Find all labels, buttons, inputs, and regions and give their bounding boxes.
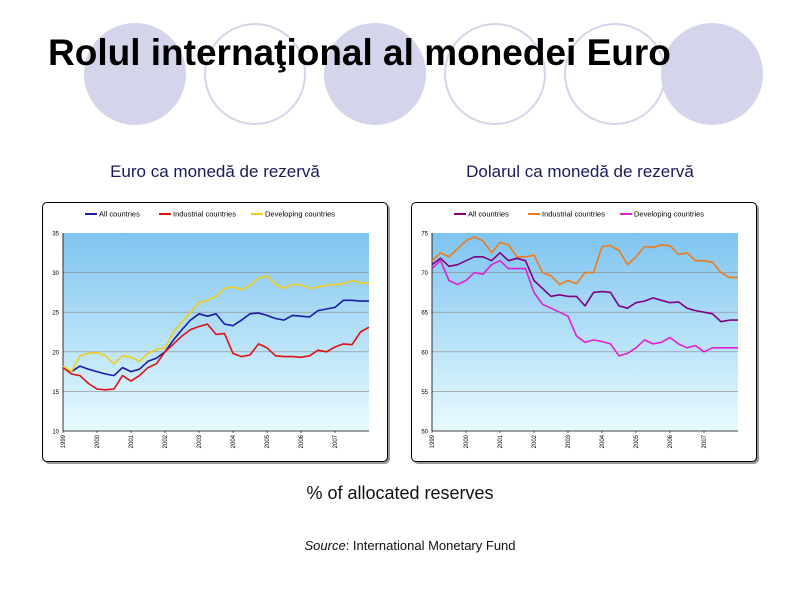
series-line-all-countries	[62, 299, 369, 377]
legend-label: Developing countries	[634, 210, 704, 219]
x-tick-label: 2005	[265, 434, 271, 448]
x-tick-label: 2007	[333, 434, 339, 448]
x-tick-label: 2005	[634, 434, 640, 448]
x-tick-label: 2007	[702, 434, 708, 448]
decor-circle	[324, 23, 426, 125]
y-tick-label: 55	[421, 390, 428, 396]
y-tick-label: 30	[52, 271, 59, 277]
decor-circle	[444, 23, 546, 125]
legend-label: All countries	[468, 210, 509, 219]
x-tick-label: 2002	[163, 434, 169, 448]
x-tick-label: 2004	[600, 434, 606, 448]
x-tick-label: 2003	[197, 434, 203, 448]
chart-title-dollar: Dolarul ca monedă de rezervă	[466, 162, 694, 181]
reserves-caption: % of allocated reserves	[306, 483, 494, 503]
x-tick-label: 2001	[129, 434, 135, 448]
y-tick-label: 50	[421, 430, 428, 436]
y-tick-label: 70	[421, 271, 428, 277]
x-tick-label: 2000	[95, 434, 101, 448]
chart-panel-euro: 10 15 20 25 30 35 1999 2000 2001 2002 2003 2004 2005…	[42, 202, 388, 462]
background-circles-decoration	[84, 23, 763, 125]
series-line-developing-countries	[431, 259, 738, 357]
plot-area	[432, 233, 738, 431]
series-line-all-countries	[431, 251, 738, 323]
y-tick-label: 20	[52, 350, 59, 356]
series-line-industrial-countries	[62, 323, 370, 391]
legend-label: Developing countries	[265, 210, 335, 219]
x-tick-label: 2001	[498, 434, 504, 448]
source-note: Source: International Monetary Fund	[0, 538, 800, 553]
x-tick-label: 2006	[299, 434, 305, 448]
slide-title: Rolul internaţional al monedei Euro	[48, 32, 671, 73]
decor-circle	[84, 23, 186, 125]
y-tick-label: 75	[421, 232, 428, 238]
y-tick-label: 60	[421, 350, 428, 356]
x-tick-label: 2006	[668, 434, 674, 448]
y-tick-label: 35	[52, 232, 59, 238]
decor-circle	[204, 23, 306, 125]
source-label: Source	[304, 538, 346, 553]
y-tick-label: 25	[52, 311, 59, 317]
x-tick-label: 1999	[430, 434, 436, 448]
x-tick-label: 2000	[464, 434, 470, 448]
x-tick-label: 2002	[532, 434, 538, 448]
plot-area	[63, 233, 369, 431]
x-tick-label: 2004	[231, 434, 237, 448]
y-tick-label: 65	[421, 311, 428, 317]
chart-panel-dollar: 50 55 60 65 70 75 1999 2000 2001 2002 2003 2004 2005…	[411, 202, 757, 462]
legend-label: Industrial countries	[542, 210, 605, 219]
y-tick-label: 10	[52, 430, 59, 436]
legend-label: All countries	[99, 210, 140, 219]
dollar-reserve-line-chart: 50 55 60 65 70 75 1999 2000 2001 2002 2003 2004 2005…	[421, 210, 738, 448]
source-text: : International Monetary Fund	[345, 538, 516, 553]
series-line-developing-countries	[62, 275, 369, 373]
series-line-industrial-countries	[431, 236, 738, 286]
legend-label: Industrial countries	[173, 210, 236, 219]
chart-title-euro: Euro ca monedă de rezervă	[110, 162, 320, 181]
euro-reserve-line-chart: 10 15 20 25 30 35 1999 2000 2001 2002 2003 2004 2005…	[52, 210, 370, 448]
decor-circle	[661, 23, 763, 125]
x-tick-label: 2003	[566, 434, 572, 448]
y-tick-label: 15	[52, 390, 59, 396]
x-tick-label: 1999	[61, 434, 67, 448]
